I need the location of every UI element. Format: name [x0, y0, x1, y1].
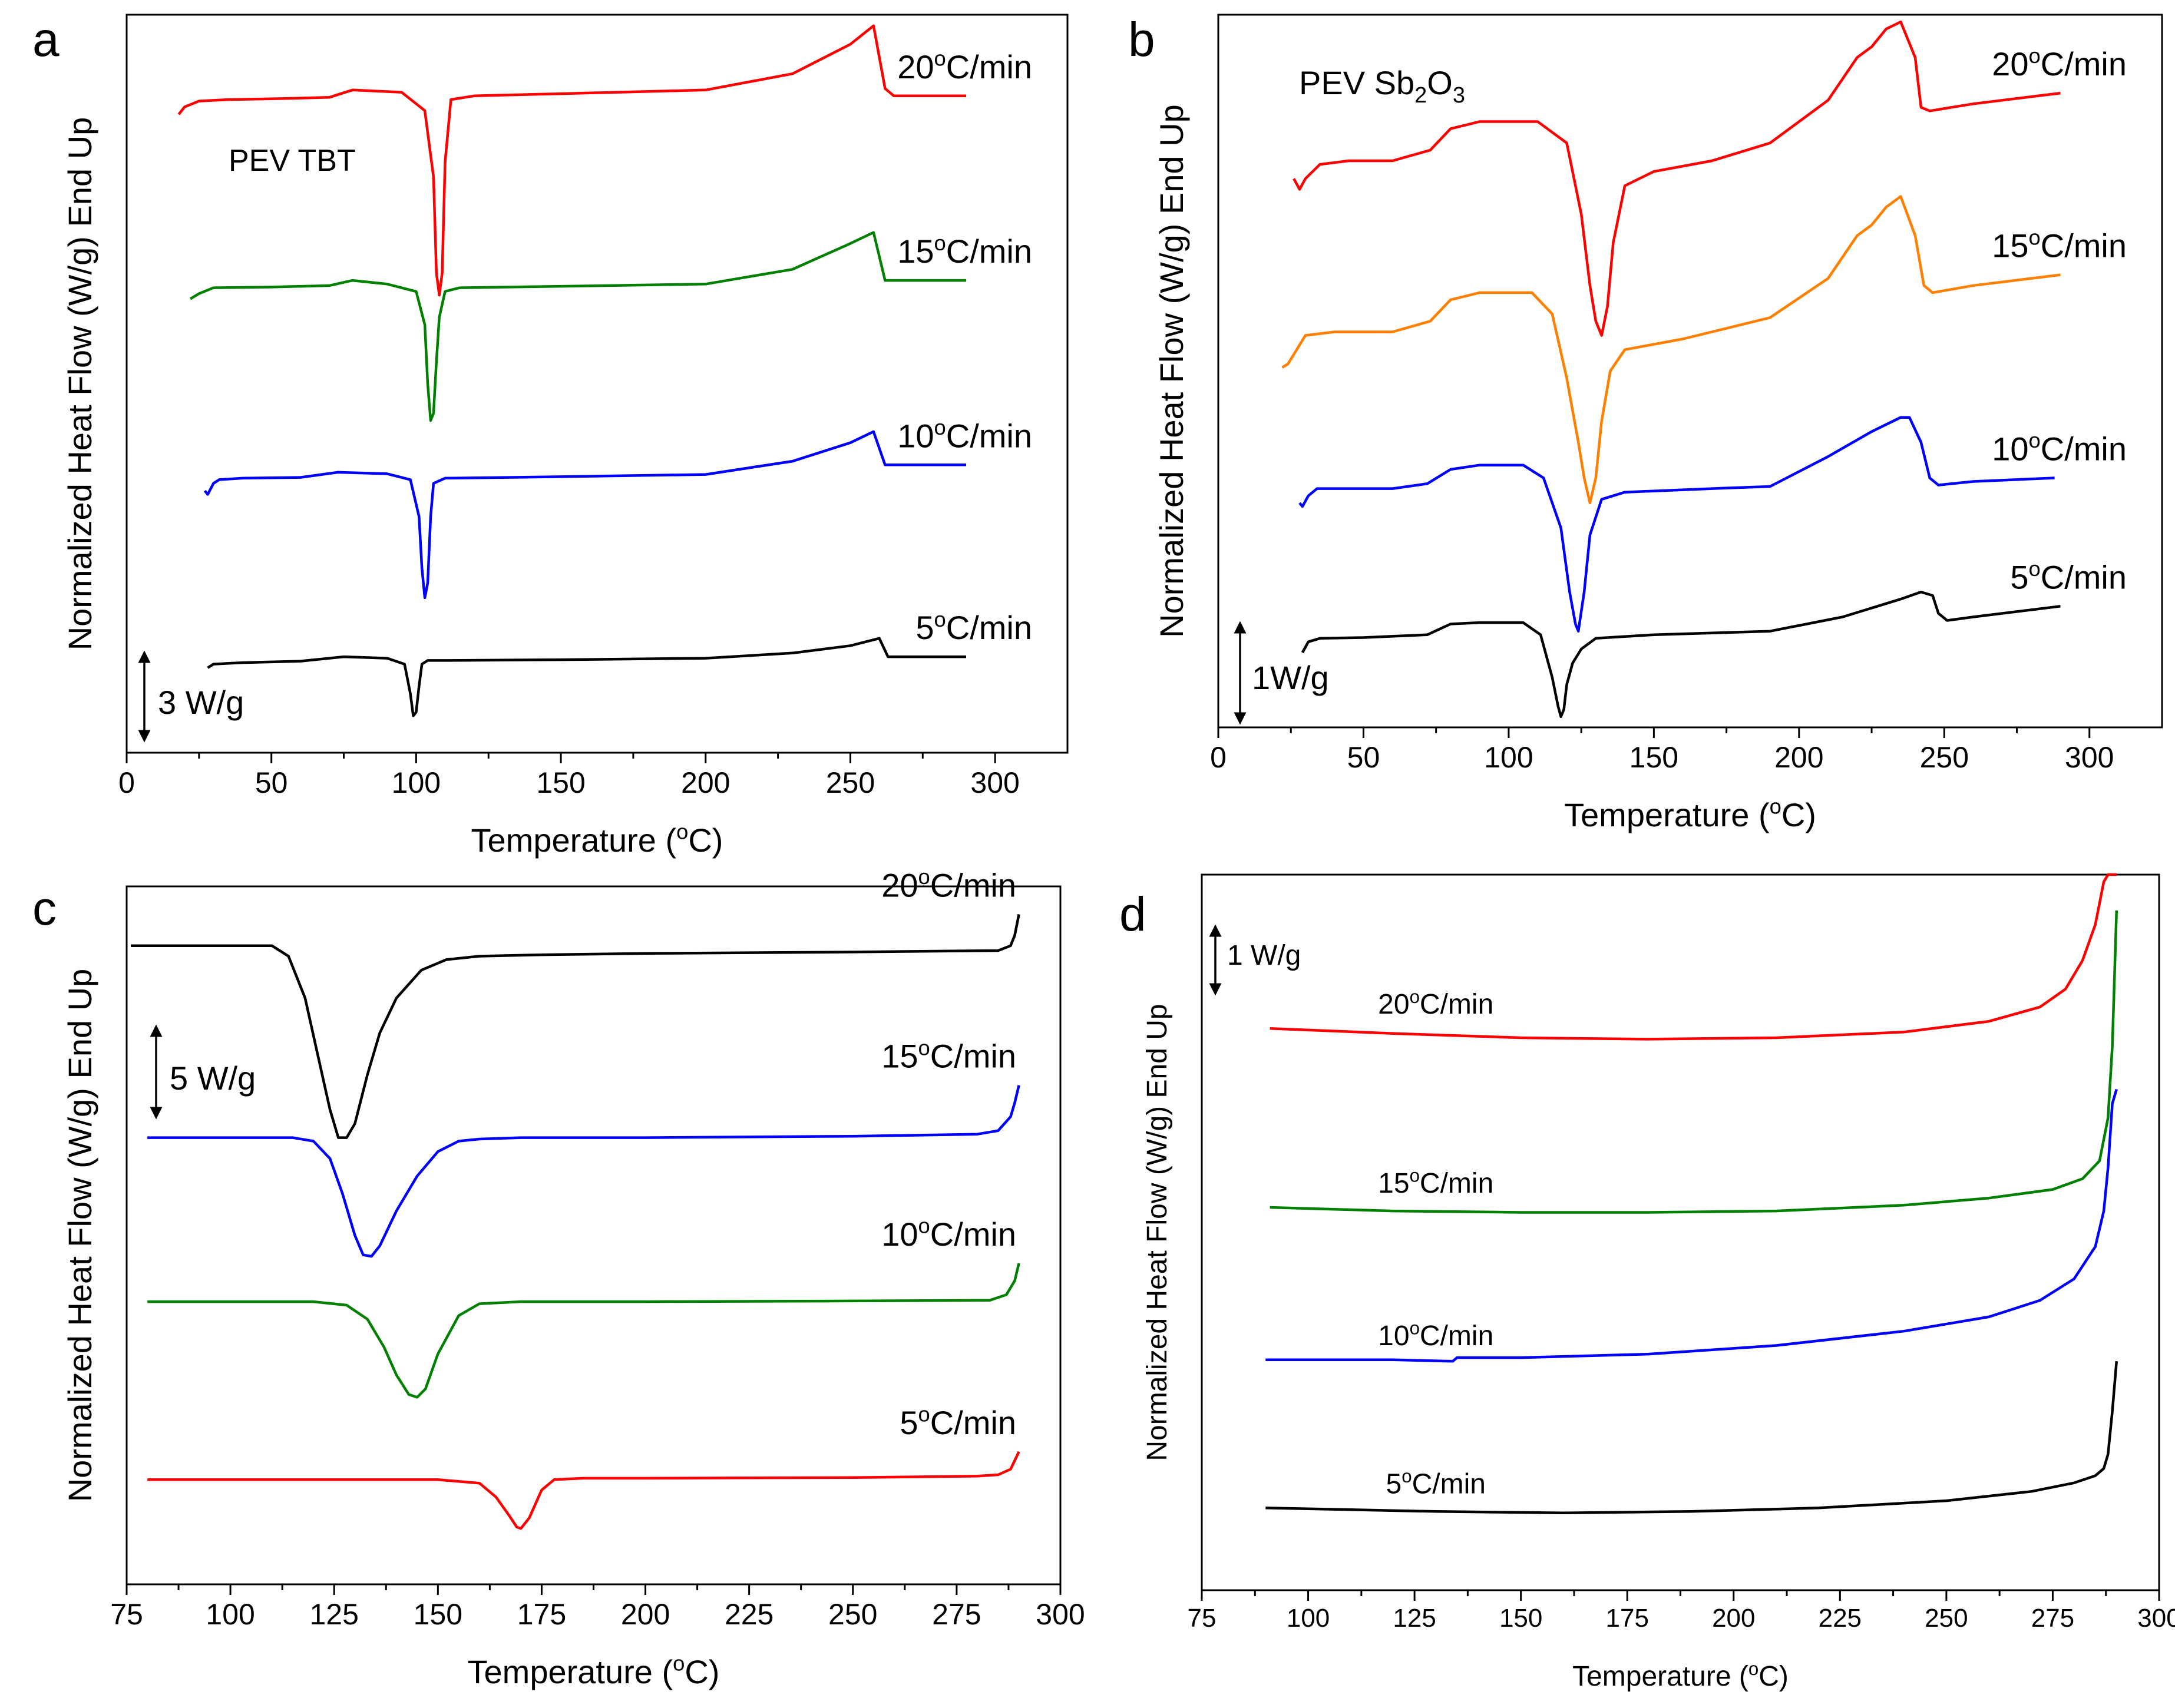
series-line-15-c-min	[147, 1085, 1020, 1258]
series-label: 5oC/min	[915, 607, 1032, 646]
x-tick-label: 225	[725, 1598, 774, 1631]
x-tick-label: 125	[1393, 1604, 1436, 1633]
series-line-15-c-min	[189, 231, 966, 422]
series-label: 20oC/min	[897, 47, 1032, 85]
series-line-10-c-min	[1265, 1088, 2118, 1363]
series-label: 10oC/min	[1378, 1318, 1493, 1352]
x-tick-label: 175	[517, 1598, 566, 1631]
x-tick-label: 250	[1925, 1604, 1968, 1633]
x-tick-label: 300	[2065, 741, 2114, 774]
panel-letter: a	[32, 13, 60, 67]
x-tick-label: 75	[1188, 1604, 1217, 1633]
x-tick-label: 300	[2137, 1604, 2175, 1633]
series-label: 10oC/min	[897, 415, 1032, 454]
x-tick-label: 100	[1287, 1604, 1330, 1633]
panel-d: 75 100 125 150 175 200 225 250 275 300 Temperature…	[1119, 873, 2175, 1692]
y-axis-label: Normalized Heat Flow (W/g) End Up	[61, 117, 98, 651]
x-tick-label: 100	[392, 766, 441, 799]
x-tick-label: 150	[414, 1598, 462, 1631]
x-tick-label: 175	[1606, 1604, 1649, 1633]
panel-letter: c	[32, 882, 57, 935]
series-label: 5oC/min	[900, 1402, 1016, 1441]
series-line-20-c-min	[131, 913, 1020, 1139]
scale-bar-label: 1 W/g	[1227, 940, 1301, 971]
scale-bar-label: 3 W/g	[158, 684, 244, 721]
x-tick-label: 150	[536, 766, 585, 799]
x-axis-label: Temperature (oC)	[1572, 1659, 1789, 1692]
series-label: 20oC/min	[1378, 987, 1493, 1020]
series-label: 15oC/min	[1992, 225, 2127, 264]
series-label: 5oC/min	[1386, 1466, 1486, 1500]
series-label: 20oC/min	[881, 865, 1016, 903]
series-line-10-c-min	[1298, 416, 2055, 633]
x-tick-label: 200	[1774, 741, 1823, 774]
x-tick-label: 300	[1036, 1598, 1085, 1631]
series-line-20-c-min	[1293, 20, 2061, 337]
scale-bar-label: 1W/g	[1252, 659, 1329, 696]
x-tick-label: 250	[1920, 741, 1969, 774]
x-tick-label: 300	[970, 766, 1019, 799]
panel-c: 75 100 125 150 175 200 225 250 275 300 Temperature…	[32, 865, 1085, 1690]
x-tick-label: 100	[1484, 741, 1533, 774]
x-axis-label: Temperature (oC)	[471, 820, 723, 859]
series-line-10-c-min	[147, 1263, 1020, 1399]
x-tick-label: 0	[118, 766, 135, 799]
plot-frame	[1217, 14, 2163, 729]
x-tick-label: 125	[310, 1598, 359, 1631]
plot-frame	[1201, 873, 2160, 1591]
panel-letter: b	[1128, 13, 1155, 67]
x-tick-label: 250	[828, 1598, 877, 1631]
series-line-5-c-min	[207, 637, 966, 717]
x-tick-label: 200	[621, 1598, 670, 1631]
series-line-5-c-min	[1265, 1361, 2118, 1515]
series-label: 20oC/min	[1992, 44, 2127, 82]
series-line-20-c-min	[1270, 873, 2117, 1041]
x-tick-label: 275	[932, 1598, 981, 1631]
series-line-15-c-min	[1270, 910, 2118, 1214]
y-axis-label: Normalized Heat Flow (W/g) End Up	[1153, 104, 1190, 638]
series-line-5-c-min	[1301, 590, 2061, 719]
y-axis-label: Normalized Heat Flow (W/g) End Up	[1142, 1004, 1173, 1461]
sample-annotation: PEV TBT	[229, 144, 356, 178]
x-axis-label: Temperature (oC)	[1564, 795, 1816, 833]
panel-a: 0 50 100 150 200 250 300 Temperature (oC) Normal…	[32, 13, 1069, 859]
y-axis-label: Normalized Heat Flow (W/g) End Up	[61, 969, 98, 1502]
series-label: 10oC/min	[1992, 428, 2127, 467]
x-tick-label: 50	[255, 766, 288, 799]
series-label: 15oC/min	[1378, 1166, 1493, 1199]
series-line-20-c-min	[177, 24, 966, 297]
x-tick-label: 75	[110, 1598, 143, 1631]
series-line-10-c-min	[203, 430, 966, 600]
x-tick-label: 0	[1210, 741, 1227, 774]
series-label: 10oC/min	[881, 1214, 1016, 1253]
plot-frame	[125, 14, 1069, 754]
panel-letter: d	[1119, 888, 1146, 941]
x-tick-label: 100	[206, 1598, 254, 1631]
x-axis-label: Temperature (oC)	[468, 1651, 720, 1690]
series-line-5-c-min	[147, 1451, 1020, 1530]
series-label: 15oC/min	[897, 231, 1032, 270]
panel-b: 0 50 100 150 200 250 300 Temperature (oC) Normal…	[1128, 13, 2163, 833]
scale-bar-label: 5 W/g	[170, 1060, 256, 1097]
x-tick-label: 275	[2031, 1604, 2074, 1633]
series-label: 5oC/min	[2010, 557, 2127, 595]
x-tick-label: 225	[1819, 1604, 1862, 1633]
x-tick-label: 50	[1347, 741, 1380, 774]
sample-annotation: PEV Sb2O3	[1299, 64, 1465, 108]
x-tick-label: 250	[826, 766, 875, 799]
series-label: 15oC/min	[881, 1035, 1016, 1074]
x-tick-label: 150	[1629, 741, 1678, 774]
x-tick-label: 200	[681, 766, 730, 799]
series-line-15-c-min	[1281, 195, 2061, 505]
x-tick-label: 200	[1712, 1604, 1755, 1633]
x-tick-label: 150	[1499, 1604, 1542, 1633]
